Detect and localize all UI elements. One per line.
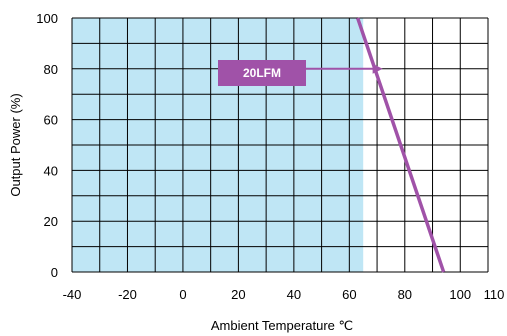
x-tick-label: 0 [179, 287, 186, 302]
annotation-tag [218, 60, 306, 86]
series-layer [355, 17, 446, 273]
x-tick-label: 60 [342, 287, 356, 302]
annotation-label: 20LFM [243, 66, 281, 80]
x-tick-label: 100 [449, 287, 471, 302]
x-tick-label: -40 [63, 287, 82, 302]
x-tick-label: 110 [484, 287, 505, 302]
annotation-layer: 20LFM [218, 60, 383, 86]
x-axis-title: Ambient Temperature ℃ [211, 318, 353, 333]
x-tick-label: -20 [118, 287, 137, 302]
y-tick-label: 0 [51, 265, 58, 280]
x-axis-ticks: -40 -20 0 20 40 60 80 100 110 [63, 287, 505, 302]
x-tick-label: 40 [287, 287, 301, 302]
series-line-20lfm [355, 17, 446, 273]
x-tick-label: 20 [231, 287, 245, 302]
y-tick-label: 100 [36, 11, 58, 26]
y-tick-label: 40 [44, 163, 58, 178]
y-axis-title: Output Power (%) [8, 93, 23, 196]
y-tick-label: 80 [44, 62, 58, 77]
y-axis-ticks: 0 20 40 60 80 100 [36, 11, 58, 280]
annotation-arrow-head [372, 63, 383, 74]
y-tick-label: 60 [44, 113, 58, 128]
x-tick-label: 80 [398, 287, 412, 302]
y-tick-label: 20 [44, 214, 58, 229]
